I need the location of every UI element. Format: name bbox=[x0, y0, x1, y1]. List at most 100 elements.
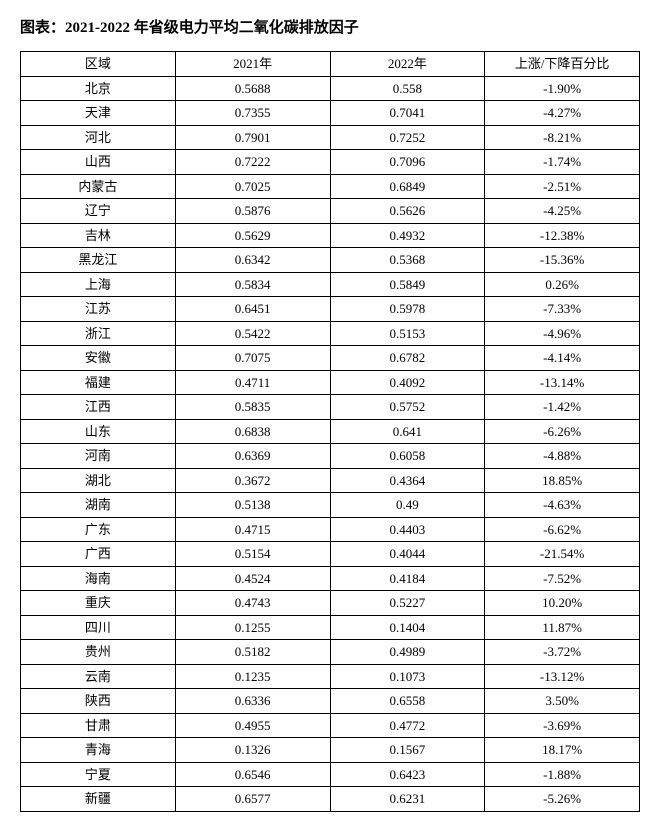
table-cell: 0.6849 bbox=[330, 174, 485, 199]
table-cell: -5.26% bbox=[485, 787, 640, 812]
table-cell: 0.5835 bbox=[175, 395, 330, 420]
table-cell: -7.52% bbox=[485, 566, 640, 591]
table-row: 山西0.72220.7096-1.74% bbox=[21, 150, 640, 175]
table-cell: 0.5154 bbox=[175, 542, 330, 567]
table-cell: 0.1326 bbox=[175, 738, 330, 763]
table-cell: -2.51% bbox=[485, 174, 640, 199]
table-cell: -12.38% bbox=[485, 223, 640, 248]
table-row: 广西0.51540.4044-21.54% bbox=[21, 542, 640, 567]
table-cell: 0.1255 bbox=[175, 615, 330, 640]
table-cell: 0.5978 bbox=[330, 297, 485, 322]
table-cell: 0.26% bbox=[485, 272, 640, 297]
table-cell: -4.63% bbox=[485, 493, 640, 518]
table-cell: 0.4524 bbox=[175, 566, 330, 591]
table-cell: 0.3672 bbox=[175, 468, 330, 493]
table-row: 青海0.13260.156718.17% bbox=[21, 738, 640, 763]
table-cell: 10.20% bbox=[485, 591, 640, 616]
table-cell: 0.4711 bbox=[175, 370, 330, 395]
table-cell: 天津 bbox=[21, 101, 176, 126]
table-cell: 0.4989 bbox=[330, 640, 485, 665]
table-cell: 河北 bbox=[21, 125, 176, 150]
table-cell: 0.1567 bbox=[330, 738, 485, 763]
table-cell: 内蒙古 bbox=[21, 174, 176, 199]
table-cell: 18.17% bbox=[485, 738, 640, 763]
table-cell: 辽宁 bbox=[21, 199, 176, 224]
table-cell: 0.4044 bbox=[330, 542, 485, 567]
col-header-2021: 2021年 bbox=[175, 52, 330, 77]
table-cell: 上海 bbox=[21, 272, 176, 297]
table-cell: 安徽 bbox=[21, 346, 176, 371]
table-row: 云南0.12350.1073-13.12% bbox=[21, 664, 640, 689]
table-cell: 0.5626 bbox=[330, 199, 485, 224]
table-cell: 0.5849 bbox=[330, 272, 485, 297]
table-cell: 河南 bbox=[21, 444, 176, 469]
table-cell: 0.5876 bbox=[175, 199, 330, 224]
table-cell: 0.558 bbox=[330, 76, 485, 101]
table-row: 海南0.45240.4184-7.52% bbox=[21, 566, 640, 591]
table-cell: 0.6577 bbox=[175, 787, 330, 812]
table-cell: 0.4932 bbox=[330, 223, 485, 248]
table-row: 甘肃0.49550.4772-3.69% bbox=[21, 713, 640, 738]
table-cell: 0.1073 bbox=[330, 664, 485, 689]
emissions-table: 区域 2021年 2022年 上涨/下降百分比 北京0.56880.558-1.… bbox=[20, 51, 640, 812]
table-cell: 0.4743 bbox=[175, 591, 330, 616]
table-row: 新疆0.65770.6231-5.26% bbox=[21, 787, 640, 812]
table-cell: -13.14% bbox=[485, 370, 640, 395]
table-row: 河南0.63690.6058-4.88% bbox=[21, 444, 640, 469]
table-row: 广东0.47150.4403-6.62% bbox=[21, 517, 640, 542]
table-row: 湖南0.51380.49-4.63% bbox=[21, 493, 640, 518]
table-cell: 0.7041 bbox=[330, 101, 485, 126]
table-cell: 0.7096 bbox=[330, 150, 485, 175]
table-cell: 0.4184 bbox=[330, 566, 485, 591]
table-cell: 甘肃 bbox=[21, 713, 176, 738]
table-row: 天津0.73550.7041-4.27% bbox=[21, 101, 640, 126]
table-cell: 0.6423 bbox=[330, 762, 485, 787]
table-cell: -8.21% bbox=[485, 125, 640, 150]
table-cell: -4.25% bbox=[485, 199, 640, 224]
table-cell: 0.5752 bbox=[330, 395, 485, 420]
table-cell: -3.69% bbox=[485, 713, 640, 738]
table-cell: 山西 bbox=[21, 150, 176, 175]
table-row: 上海0.58340.58490.26% bbox=[21, 272, 640, 297]
table-cell: 0.7252 bbox=[330, 125, 485, 150]
table-row: 重庆0.47430.522710.20% bbox=[21, 591, 640, 616]
table-cell: 贵州 bbox=[21, 640, 176, 665]
table-row: 贵州0.51820.4989-3.72% bbox=[21, 640, 640, 665]
table-row: 河北0.79010.7252-8.21% bbox=[21, 125, 640, 150]
table-cell: 0.6546 bbox=[175, 762, 330, 787]
table-row: 江苏0.64510.5978-7.33% bbox=[21, 297, 640, 322]
table-cell: 北京 bbox=[21, 76, 176, 101]
table-cell: 0.5629 bbox=[175, 223, 330, 248]
table-cell: 0.7075 bbox=[175, 346, 330, 371]
table-cell: 0.6451 bbox=[175, 297, 330, 322]
table-cell: 0.4403 bbox=[330, 517, 485, 542]
table-cell: -6.26% bbox=[485, 419, 640, 444]
table-cell: -21.54% bbox=[485, 542, 640, 567]
table-cell: -4.14% bbox=[485, 346, 640, 371]
table-cell: 0.6558 bbox=[330, 689, 485, 714]
table-cell: -4.88% bbox=[485, 444, 640, 469]
table-row: 内蒙古0.70250.6849-2.51% bbox=[21, 174, 640, 199]
table-cell: 0.5138 bbox=[175, 493, 330, 518]
table-cell: 0.6342 bbox=[175, 248, 330, 273]
table-cell: 0.4715 bbox=[175, 517, 330, 542]
table-cell: 浙江 bbox=[21, 321, 176, 346]
table-cell: 0.5227 bbox=[330, 591, 485, 616]
table-row: 福建0.47110.4092-13.14% bbox=[21, 370, 640, 395]
table-cell: 3.50% bbox=[485, 689, 640, 714]
table-row: 四川0.12550.140411.87% bbox=[21, 615, 640, 640]
table-cell: 0.5368 bbox=[330, 248, 485, 273]
table-cell: 福建 bbox=[21, 370, 176, 395]
table-cell: 0.5153 bbox=[330, 321, 485, 346]
table-cell: 0.4364 bbox=[330, 468, 485, 493]
table-cell: 云南 bbox=[21, 664, 176, 689]
table-cell: 0.6058 bbox=[330, 444, 485, 469]
table-cell: -4.27% bbox=[485, 101, 640, 126]
table-cell: 江西 bbox=[21, 395, 176, 420]
table-cell: 宁夏 bbox=[21, 762, 176, 787]
table-cell: 新疆 bbox=[21, 787, 176, 812]
table-cell: -1.42% bbox=[485, 395, 640, 420]
table-cell: 0.5834 bbox=[175, 272, 330, 297]
table-cell: 0.5422 bbox=[175, 321, 330, 346]
col-header-change: 上涨/下降百分比 bbox=[485, 52, 640, 77]
